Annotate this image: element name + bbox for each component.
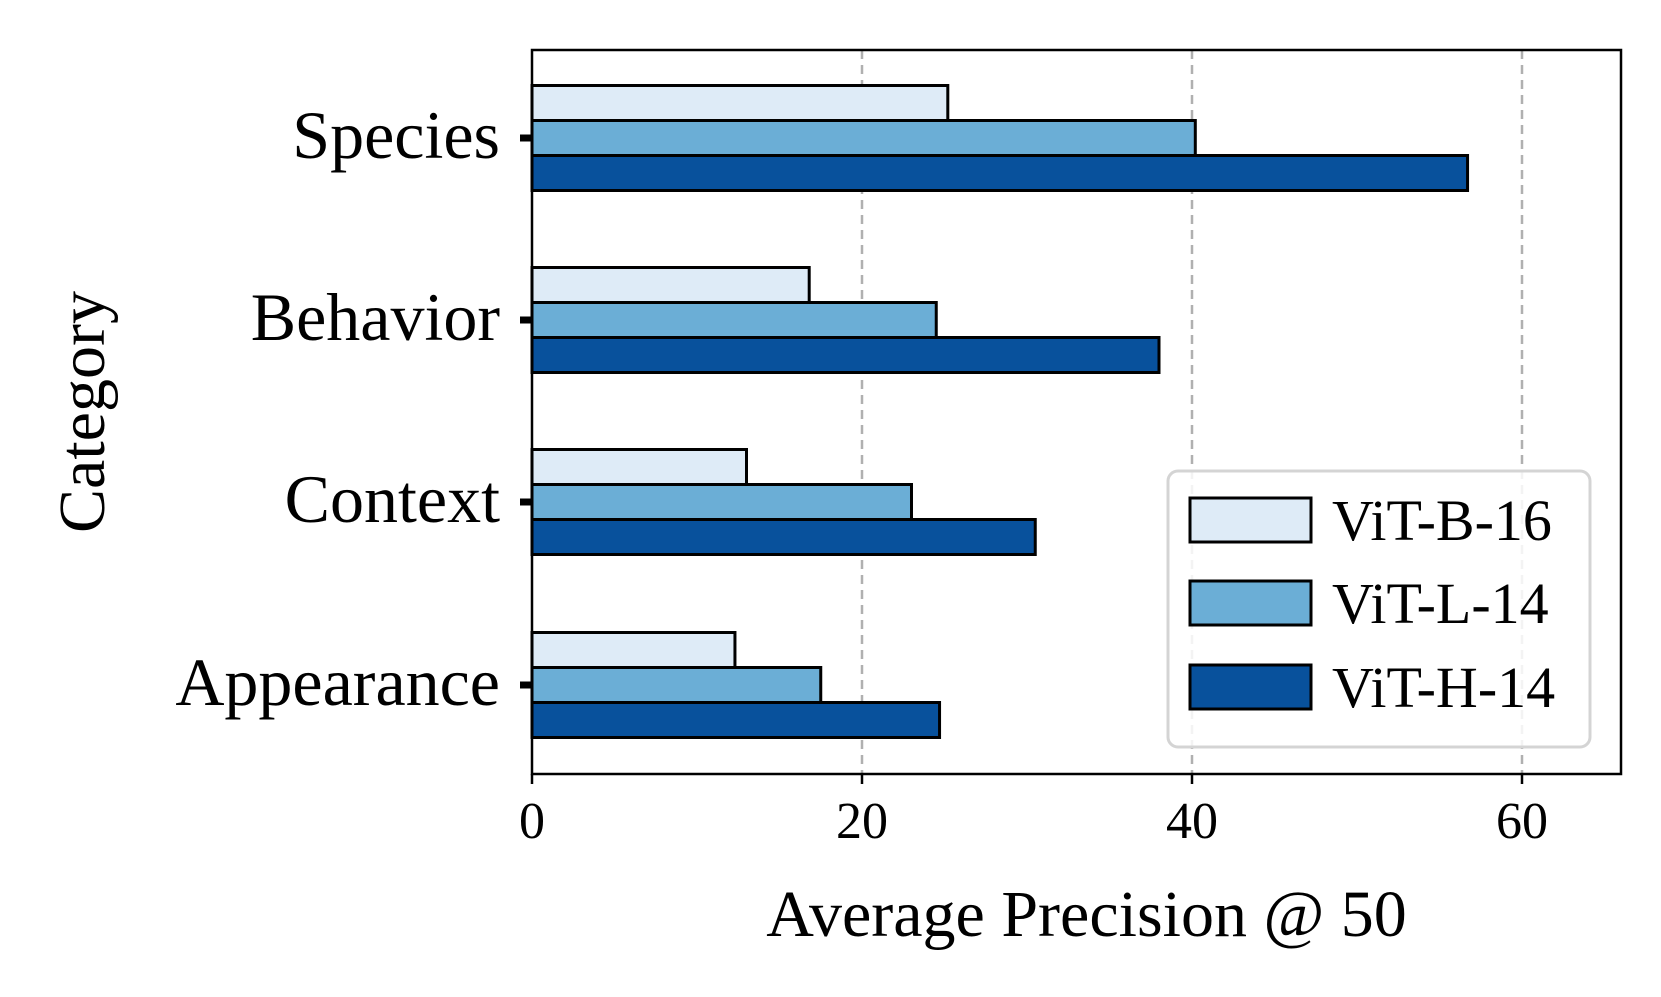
bar-appearance-vit-h-14 — [530, 701, 942, 739]
x-tick-label: 20 — [836, 793, 888, 850]
x-tick-label: 60 — [1496, 793, 1548, 850]
bar-species-vit-h-14 — [530, 154, 1470, 192]
y-tick-label-context: Context — [285, 461, 500, 537]
x-tick-label: 40 — [1166, 793, 1218, 850]
bar-behavior-vit-l-14 — [530, 301, 938, 339]
legend-swatch-vit-h-14 — [1188, 663, 1313, 711]
y-tick-label-species: Species — [292, 97, 500, 173]
bar-context-vit-b-16 — [530, 448, 748, 486]
legend: ViT-B-16 ViT-L-14 ViT-H-14 — [1166, 469, 1592, 749]
plot-frame — [530, 48, 1623, 776]
legend-label-vit-h-14: ViT-H-14 — [1332, 655, 1555, 720]
x-axis-label: Average Precision @ 50 — [766, 878, 1407, 951]
bar-behavior-vit-h-14 — [530, 336, 1161, 374]
y-tick-label-behavior: Behavior — [251, 279, 501, 355]
legend-label-vit-l-14: ViT-L-14 — [1332, 571, 1549, 636]
bar-appearance-vit-l-14 — [530, 666, 823, 704]
x-axis-ticks: 0 20 40 60 — [519, 774, 1548, 850]
legend-label-vit-b-16: ViT-B-16 — [1332, 488, 1552, 553]
legend-swatch-vit-b-16 — [1188, 496, 1313, 544]
bar-context-vit-l-14 — [530, 483, 913, 521]
bar-species-vit-b-16 — [530, 84, 950, 122]
bar-appearance-vit-b-16 — [530, 631, 737, 669]
y-tick-label-appearance: Appearance — [175, 644, 500, 720]
bar-species-vit-l-14 — [530, 119, 1197, 157]
legend-swatch-vit-l-14 — [1188, 579, 1313, 627]
y-axis-ticks: Appearance Context Behavior Species — [175, 97, 532, 720]
bar-behavior-vit-b-16 — [530, 266, 811, 304]
bars — [530, 84, 1470, 739]
bar-context-vit-h-14 — [530, 518, 1037, 556]
x-tick-label: 0 — [519, 793, 545, 850]
y-axis-label: Category — [46, 291, 119, 533]
